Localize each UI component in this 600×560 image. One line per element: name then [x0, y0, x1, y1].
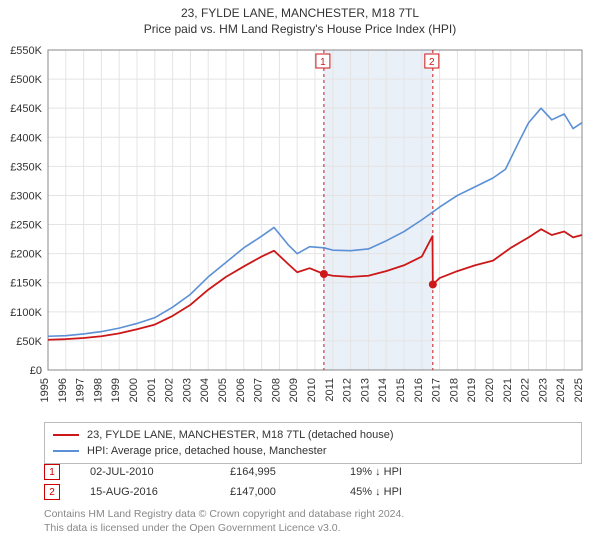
svg-text:2018: 2018 — [448, 378, 460, 402]
svg-text:£100K: £100K — [10, 307, 42, 319]
svg-text:£200K: £200K — [10, 249, 42, 261]
svg-text:£0: £0 — [30, 365, 42, 377]
legend-swatch — [53, 450, 79, 452]
svg-text:2022: 2022 — [520, 378, 532, 402]
legend: 23, FYLDE LANE, MANCHESTER, M18 7TL (det… — [44, 422, 582, 464]
svg-text:2023: 2023 — [537, 378, 549, 402]
svg-text:2002: 2002 — [164, 378, 176, 402]
svg-text:2015: 2015 — [395, 378, 407, 402]
sale-delta: 45% ↓ HPI — [350, 486, 402, 498]
sale-row: 2 15-AUG-2016 £147,000 45% ↓ HPI — [44, 482, 564, 502]
svg-text:£450K: £450K — [10, 103, 42, 115]
sale-date: 15-AUG-2016 — [90, 486, 200, 498]
sale-delta: 19% ↓ HPI — [350, 466, 402, 478]
svg-text:1996: 1996 — [57, 378, 69, 402]
svg-text:2005: 2005 — [217, 378, 229, 402]
svg-text:2019: 2019 — [466, 378, 478, 402]
svg-text:1997: 1997 — [75, 378, 87, 402]
svg-text:2012: 2012 — [342, 378, 354, 402]
legend-swatch — [53, 434, 79, 436]
svg-text:£300K: £300K — [10, 190, 42, 202]
svg-text:2009: 2009 — [288, 378, 300, 402]
svg-text:2000: 2000 — [128, 378, 140, 402]
svg-text:2008: 2008 — [270, 378, 282, 402]
chart-area: £0 £50K £100K £150K £200K £250K £300K £350K £400… — [0, 44, 600, 414]
sale-row: 1 02-JUL-2010 £164,995 19% ↓ HPI — [44, 462, 564, 482]
svg-text:2014: 2014 — [377, 378, 389, 402]
sale-price: £147,000 — [230, 486, 320, 498]
title-line-1: 23, FYLDE LANE, MANCHESTER, M18 7TL — [0, 6, 600, 20]
sale-marker-box: 2 — [44, 484, 60, 500]
footer-attribution: Contains HM Land Registry data © Crown c… — [44, 508, 584, 535]
svg-text:1999: 1999 — [110, 378, 122, 402]
sale-date: 02-JUL-2010 — [90, 466, 200, 478]
svg-text:2016: 2016 — [413, 378, 425, 402]
sale-marker-box: 1 — [44, 464, 60, 480]
legend-label: 23, FYLDE LANE, MANCHESTER, M18 7TL (det… — [87, 429, 394, 441]
svg-text:£350K: £350K — [10, 161, 42, 173]
svg-text:2024: 2024 — [555, 378, 567, 402]
svg-text:2020: 2020 — [484, 378, 496, 402]
svg-text:£250K: £250K — [10, 220, 42, 232]
chart-titles: 23, FYLDE LANE, MANCHESTER, M18 7TL Pric… — [0, 0, 600, 36]
legend-row: 23, FYLDE LANE, MANCHESTER, M18 7TL (det… — [53, 427, 573, 443]
svg-text:£500K: £500K — [10, 74, 42, 86]
sales-table: 1 02-JUL-2010 £164,995 19% ↓ HPI 2 15-AU… — [44, 462, 564, 502]
svg-text:2004: 2004 — [199, 378, 211, 402]
svg-text:1998: 1998 — [92, 378, 104, 402]
chart-svg: £0 £50K £100K £150K £200K £250K £300K £350K £400… — [0, 44, 600, 414]
legend-label: HPI: Average price, detached house, Manc… — [87, 445, 327, 457]
footer-line: This data is licensed under the Open Gov… — [44, 522, 584, 536]
svg-text:£50K: £50K — [16, 336, 42, 348]
svg-text:2: 2 — [429, 57, 435, 68]
title-line-2: Price paid vs. HM Land Registry's House … — [0, 22, 600, 36]
svg-text:2025: 2025 — [573, 378, 585, 402]
svg-text:2006: 2006 — [235, 378, 247, 402]
svg-text:£400K: £400K — [10, 132, 42, 144]
svg-text:2007: 2007 — [253, 378, 265, 402]
sale-price: £164,995 — [230, 466, 320, 478]
svg-text:2013: 2013 — [359, 378, 371, 402]
svg-text:2017: 2017 — [431, 378, 443, 402]
svg-text:2021: 2021 — [502, 378, 514, 402]
svg-text:£150K: £150K — [10, 278, 42, 290]
svg-text:1: 1 — [320, 57, 326, 68]
svg-text:2010: 2010 — [306, 378, 318, 402]
legend-row: HPI: Average price, detached house, Manc… — [53, 443, 573, 459]
svg-text:2001: 2001 — [146, 378, 158, 402]
footer-line: Contains HM Land Registry data © Crown c… — [44, 508, 584, 522]
svg-text:2003: 2003 — [181, 378, 193, 402]
svg-text:1995: 1995 — [39, 378, 51, 402]
svg-text:2011: 2011 — [324, 378, 336, 402]
svg-text:£550K: £550K — [10, 45, 42, 57]
